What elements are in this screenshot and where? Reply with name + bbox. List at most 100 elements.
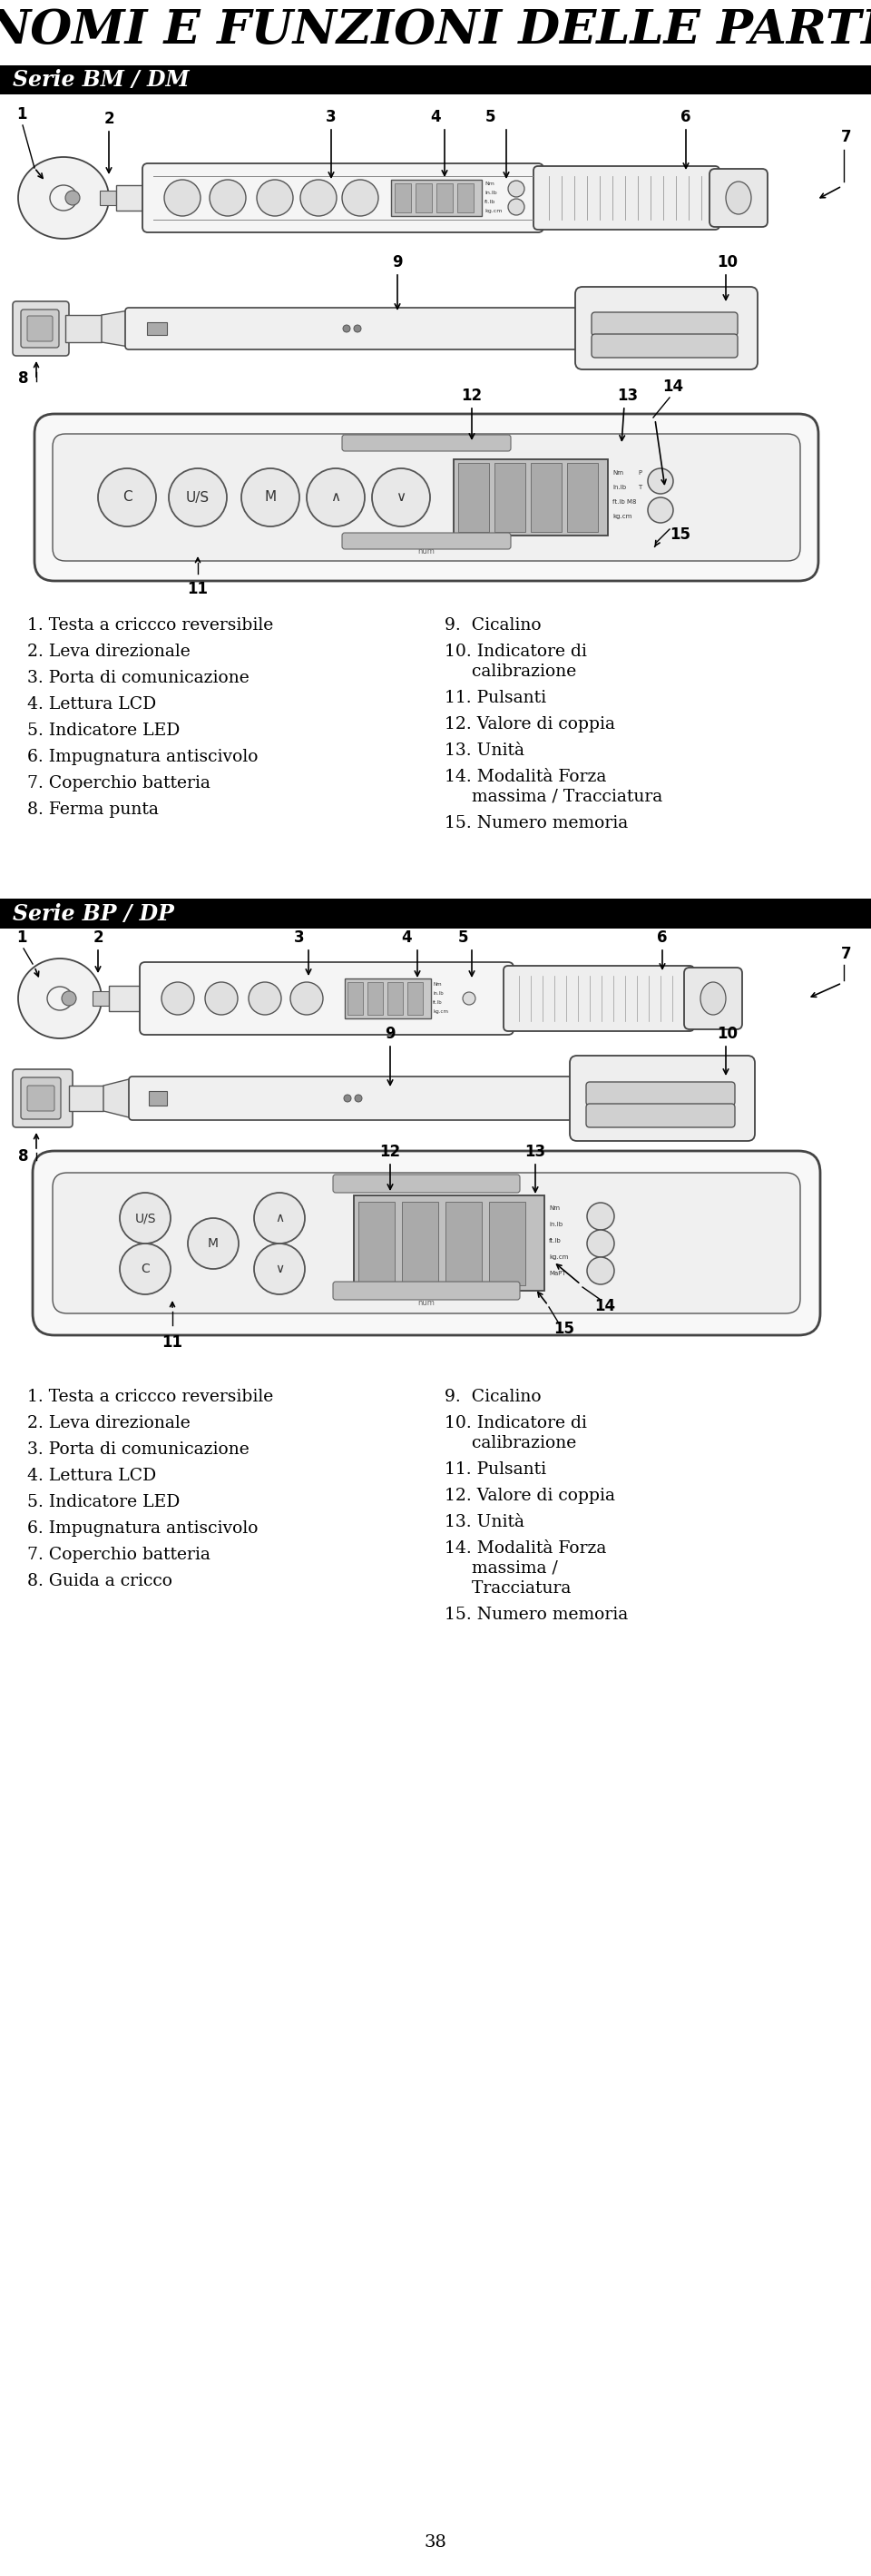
Circle shape bbox=[98, 469, 156, 526]
FancyBboxPatch shape bbox=[143, 162, 544, 232]
Circle shape bbox=[344, 1095, 351, 1103]
FancyBboxPatch shape bbox=[27, 1084, 54, 1110]
Text: 1: 1 bbox=[17, 106, 27, 124]
Circle shape bbox=[587, 1203, 614, 1229]
Text: 1: 1 bbox=[17, 930, 27, 945]
Bar bbox=[0, 899, 871, 927]
Bar bbox=[530, 464, 562, 531]
Text: U/S: U/S bbox=[134, 1211, 156, 1224]
Circle shape bbox=[372, 469, 430, 526]
Circle shape bbox=[300, 180, 336, 216]
Text: 12. Valore di coppia: 12. Valore di coppia bbox=[444, 1489, 615, 1504]
FancyBboxPatch shape bbox=[533, 165, 719, 229]
Text: 3. Porta di comunicazione: 3. Porta di comunicazione bbox=[27, 1443, 249, 1458]
Circle shape bbox=[343, 325, 350, 332]
Text: Serie BM / DM: Serie BM / DM bbox=[13, 70, 189, 90]
Text: ft.lb: ft.lb bbox=[549, 1239, 562, 1244]
Bar bbox=[457, 183, 474, 211]
Text: in.lb: in.lb bbox=[433, 992, 443, 997]
Circle shape bbox=[161, 981, 194, 1015]
Text: 6. Impugnatura antiscivolo: 6. Impugnatura antiscivolo bbox=[27, 1520, 258, 1538]
FancyBboxPatch shape bbox=[684, 969, 742, 1030]
Bar bbox=[149, 1092, 167, 1105]
Text: MaPT: MaPT bbox=[549, 1270, 566, 1275]
Circle shape bbox=[307, 469, 365, 526]
Circle shape bbox=[165, 180, 200, 216]
Bar bbox=[147, 322, 167, 335]
Circle shape bbox=[120, 1193, 171, 1244]
Text: M: M bbox=[208, 1236, 219, 1249]
Text: 8. Ferma punta: 8. Ferma punta bbox=[27, 801, 159, 817]
Text: 11: 11 bbox=[187, 582, 208, 598]
FancyBboxPatch shape bbox=[21, 309, 59, 348]
Text: 1. Testa a criccco reversibile: 1. Testa a criccco reversibile bbox=[27, 618, 273, 634]
FancyBboxPatch shape bbox=[125, 307, 586, 350]
Bar bbox=[567, 464, 598, 531]
Text: 13. Unità: 13. Unità bbox=[444, 742, 524, 760]
Bar bbox=[109, 987, 145, 1012]
Bar bbox=[495, 464, 525, 531]
Text: In.lb: In.lb bbox=[612, 484, 626, 489]
FancyBboxPatch shape bbox=[586, 1103, 735, 1128]
Text: 11. Pulsanti: 11. Pulsanti bbox=[444, 1461, 546, 1479]
Text: 8: 8 bbox=[18, 1149, 29, 1164]
Ellipse shape bbox=[18, 958, 102, 1038]
Text: 13: 13 bbox=[617, 386, 638, 404]
Text: 6: 6 bbox=[681, 108, 691, 126]
Circle shape bbox=[120, 1244, 171, 1293]
Text: 10: 10 bbox=[717, 1025, 738, 1043]
Text: 2. Leva direzionale: 2. Leva direzionale bbox=[27, 1414, 190, 1432]
Text: 2. Leva direzionale: 2. Leva direzionale bbox=[27, 644, 190, 659]
Text: 6: 6 bbox=[657, 930, 667, 945]
Bar bbox=[100, 191, 116, 206]
Circle shape bbox=[508, 180, 524, 196]
Text: num: num bbox=[418, 549, 435, 556]
Circle shape bbox=[188, 1218, 239, 1270]
Circle shape bbox=[587, 1229, 614, 1257]
Text: 2: 2 bbox=[104, 111, 114, 126]
Circle shape bbox=[210, 180, 246, 216]
Bar bbox=[436, 183, 453, 211]
Text: 7. Coperchio batteria: 7. Coperchio batteria bbox=[27, 1546, 211, 1564]
FancyBboxPatch shape bbox=[13, 1069, 72, 1128]
Text: Tracciatura: Tracciatura bbox=[444, 1579, 571, 1597]
Ellipse shape bbox=[726, 180, 751, 214]
Bar bbox=[388, 981, 402, 1015]
Text: 3: 3 bbox=[326, 108, 336, 126]
Text: ∧: ∧ bbox=[275, 1211, 284, 1224]
FancyBboxPatch shape bbox=[342, 435, 510, 451]
Text: 12. Valore di coppia: 12. Valore di coppia bbox=[444, 716, 615, 732]
FancyBboxPatch shape bbox=[586, 1082, 735, 1105]
Text: kg.cm: kg.cm bbox=[549, 1255, 568, 1260]
Circle shape bbox=[205, 981, 238, 1015]
Text: 11: 11 bbox=[162, 1334, 183, 1350]
Bar bbox=[65, 314, 102, 343]
Bar bbox=[368, 981, 383, 1015]
Bar bbox=[354, 1195, 544, 1291]
Circle shape bbox=[463, 992, 476, 1005]
FancyBboxPatch shape bbox=[342, 533, 510, 549]
Ellipse shape bbox=[18, 157, 109, 240]
Text: 4. Lettura LCD: 4. Lettura LCD bbox=[27, 696, 156, 714]
Bar bbox=[445, 1203, 482, 1285]
Text: 1. Testa a criccco reversibile: 1. Testa a criccco reversibile bbox=[27, 1388, 273, 1404]
Text: ∧: ∧ bbox=[331, 489, 341, 505]
FancyBboxPatch shape bbox=[333, 1283, 520, 1301]
Polygon shape bbox=[102, 312, 129, 348]
Text: 15: 15 bbox=[553, 1321, 574, 1337]
Text: calibrazione: calibrazione bbox=[444, 1435, 577, 1450]
Text: 9.  Cicalino: 9. Cicalino bbox=[444, 1388, 541, 1404]
Text: calibrazione: calibrazione bbox=[444, 665, 577, 680]
Text: M: M bbox=[265, 489, 276, 505]
Text: 14: 14 bbox=[662, 379, 684, 394]
Text: ft.lb M8: ft.lb M8 bbox=[612, 500, 637, 505]
FancyBboxPatch shape bbox=[21, 1077, 61, 1118]
FancyBboxPatch shape bbox=[333, 1175, 520, 1193]
Circle shape bbox=[241, 469, 300, 526]
Bar bbox=[358, 1203, 395, 1285]
Text: C: C bbox=[141, 1262, 150, 1275]
Text: NOMI E FUNZIONI DELLE PARTI: NOMI E FUNZIONI DELLE PARTI bbox=[0, 8, 871, 54]
Text: 10: 10 bbox=[717, 255, 738, 270]
Text: 5. Indicatore LED: 5. Indicatore LED bbox=[27, 721, 180, 739]
Circle shape bbox=[254, 1244, 305, 1293]
